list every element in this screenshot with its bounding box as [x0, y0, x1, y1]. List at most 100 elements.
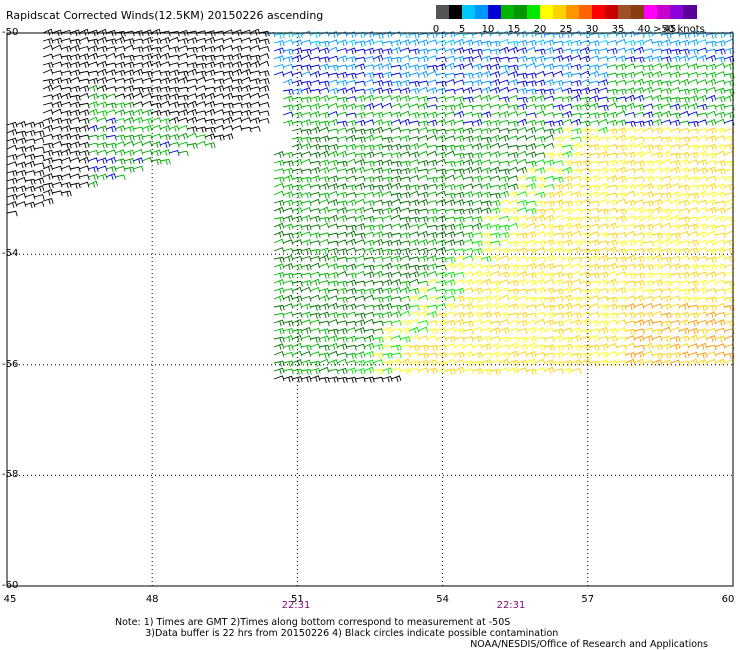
- wind-barb: [687, 159, 699, 165]
- wind-barb: [705, 166, 717, 174]
- wind-barb: [624, 295, 636, 302]
- wind-barb: [579, 224, 591, 231]
- wind-barb: [114, 174, 126, 181]
- wind-barb: [588, 80, 600, 87]
- wind-barb: [105, 109, 117, 116]
- wind-barb: [534, 352, 546, 358]
- wind-barb: [408, 184, 420, 191]
- wind-barb: [669, 287, 681, 293]
- wind-barb: [534, 48, 546, 55]
- wind-barb: [471, 326, 483, 333]
- wind-barb: [399, 62, 411, 70]
- wind-barb: [354, 360, 366, 367]
- colorbar-segment: [683, 5, 697, 19]
- wind-barb: [132, 126, 144, 133]
- wind-barb: [633, 111, 645, 118]
- wind-barb: [363, 64, 375, 71]
- wind-barb: [51, 108, 63, 115]
- wind-barb: [15, 176, 27, 183]
- wind-barb: [660, 238, 672, 246]
- wind-barb: [282, 78, 294, 86]
- wind-barb: [570, 79, 582, 87]
- colorbar-label: 10: [481, 24, 495, 35]
- wind-barb: [696, 279, 708, 287]
- wind-barb: [561, 207, 573, 215]
- wind-barb: [345, 360, 357, 366]
- wind-barb: [633, 206, 645, 214]
- wind-barb: [516, 288, 528, 295]
- wind-barb: [309, 175, 321, 183]
- wind-barb: [615, 280, 627, 287]
- wind-barb: [660, 192, 672, 199]
- wind-barb: [696, 54, 708, 62]
- wind-barb: [363, 359, 375, 367]
- wind-barb: [42, 149, 54, 157]
- wind-barb: [516, 30, 528, 38]
- wind-barb: [516, 278, 528, 286]
- wind-barb: [453, 295, 465, 303]
- wind-barb: [282, 262, 294, 270]
- colorbar-label: 15: [507, 24, 521, 35]
- wind-barb: [273, 350, 285, 357]
- wind-barb: [579, 159, 591, 167]
- wind-barb: [114, 45, 126, 52]
- wind-barb: [300, 176, 312, 183]
- wind-barb: [114, 30, 126, 38]
- wind-barb: [417, 238, 429, 246]
- wind-barb: [714, 343, 726, 350]
- wind-barb: [417, 134, 429, 141]
- wind-barb: [426, 232, 438, 239]
- wind-barb: [651, 328, 663, 336]
- wind-barb: [498, 182, 510, 190]
- wind-barb: [660, 295, 672, 303]
- wind-barb: [678, 136, 690, 143]
- wind-barb: [570, 142, 582, 150]
- wind-barb: [462, 351, 474, 359]
- wind-barb: [480, 136, 492, 144]
- wind-barb: [633, 160, 645, 167]
- wind-barb: [525, 208, 537, 215]
- wind-barb: [561, 256, 573, 263]
- wind-barb: [660, 119, 672, 126]
- wind-barb: [669, 127, 681, 134]
- wind-barb: [642, 302, 654, 309]
- wind-barb: [696, 167, 708, 175]
- wind-barb: [498, 103, 510, 110]
- wind-barb: [471, 351, 483, 359]
- wind-barb: [606, 55, 618, 62]
- wind-barb: [624, 63, 636, 70]
- wind-barb: [669, 55, 681, 63]
- wind-barb: [408, 208, 420, 215]
- wind-barb: [561, 190, 573, 197]
- wind-barb: [714, 96, 726, 103]
- wind-barb: [462, 80, 474, 87]
- wind-barb: [159, 86, 171, 93]
- wind-barb: [354, 119, 366, 127]
- wind-barb: [714, 160, 726, 167]
- wind-barb: [381, 159, 393, 167]
- wind-barb: [105, 166, 117, 173]
- wind-barb: [696, 296, 708, 303]
- wind-barb: [372, 63, 384, 70]
- wind-barb: [687, 176, 699, 183]
- wind-barb: [240, 126, 252, 133]
- wind-barb: [552, 206, 564, 213]
- wind-barb: [390, 278, 402, 286]
- wind-barb: [579, 64, 591, 70]
- wind-barb: [534, 223, 546, 230]
- wind-barb: [381, 223, 393, 230]
- wind-barb: [570, 208, 582, 215]
- longitude-tick-label: 60: [721, 594, 735, 605]
- wind-barb: [354, 319, 366, 327]
- wind-barb: [408, 310, 420, 317]
- wind-barb: [300, 191, 312, 199]
- wind-barb: [597, 72, 609, 79]
- wind-barb: [705, 175, 717, 182]
- wind-barb: [435, 151, 447, 159]
- wind-barb: [660, 175, 672, 182]
- wind-barb: [597, 47, 609, 54]
- wind-barb: [417, 360, 429, 367]
- wind-barb: [87, 166, 99, 173]
- wind-barb: [615, 134, 627, 142]
- wind-barb: [33, 185, 45, 192]
